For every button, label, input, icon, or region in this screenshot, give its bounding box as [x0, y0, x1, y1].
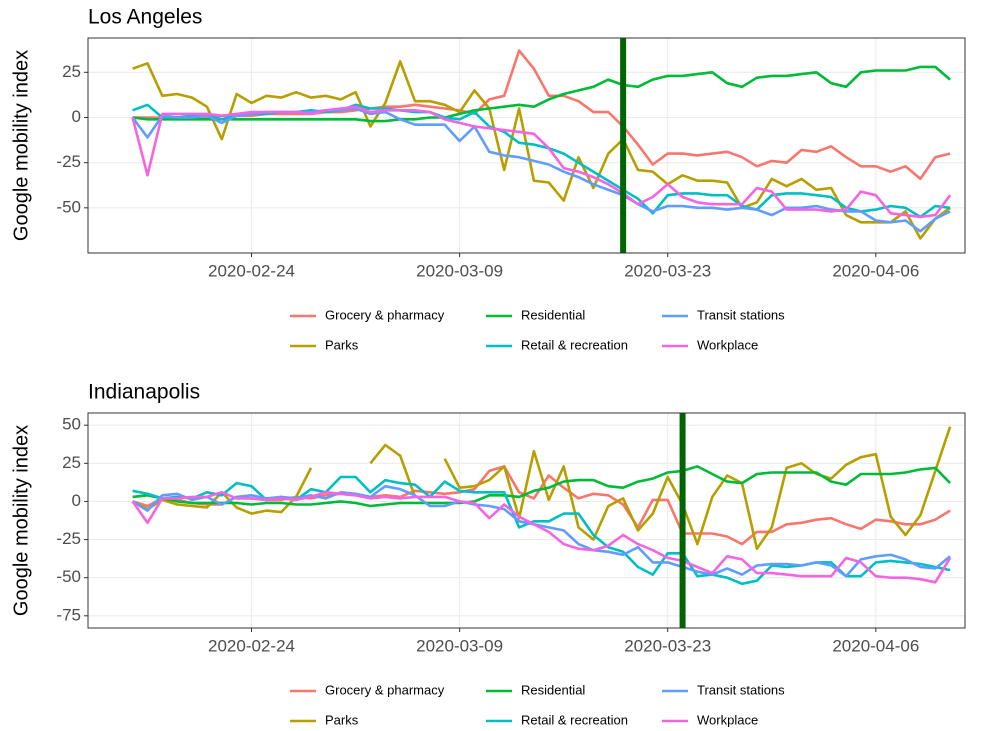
legend-label: Parks — [325, 337, 359, 352]
legend-label: Workplace — [697, 337, 758, 352]
y-tick-label: -50 — [56, 567, 81, 586]
series-line — [131, 491, 952, 584]
legend-label: Workplace — [697, 712, 758, 727]
series-line — [132, 103, 951, 219]
y-tick-label: -50 — [56, 197, 81, 216]
y-tick-label: -75 — [56, 605, 81, 624]
series-line — [131, 484, 951, 578]
x-tick-label: 2020-03-23 — [624, 636, 711, 655]
y-tick-label: 0 — [72, 491, 81, 510]
plot-border — [87, 412, 966, 629]
legend-label: Residential — [521, 682, 585, 697]
plot-border — [87, 37, 966, 254]
legend-label: Retail & recreation — [521, 712, 628, 727]
series-line — [132, 65, 951, 123]
legend-label: Grocery & pharmacy — [325, 682, 445, 697]
y-axis-label: Google mobility index — [10, 50, 32, 241]
x-tick-label: 2020-02-24 — [208, 636, 295, 655]
y-tick-label: 0 — [72, 107, 81, 126]
x-tick-label: 2020-02-24 — [208, 261, 295, 280]
series-line — [131, 105, 952, 219]
series-line — [132, 60, 951, 240]
legend-label: Grocery & pharmacy — [325, 307, 445, 322]
y-tick-label: 25 — [62, 453, 81, 472]
panel-title: Indianapolis — [88, 381, 200, 404]
legend-label: Retail & recreation — [521, 337, 628, 352]
legend-label: Transit stations — [697, 682, 785, 697]
series-line — [132, 465, 952, 508]
y-tick-label: 50 — [62, 415, 81, 434]
y-axis-label: Google mobility index — [10, 425, 32, 616]
y-tick-label: 25 — [62, 62, 81, 81]
x-tick-label: 2020-04-06 — [832, 261, 919, 280]
legend-label: Residential — [521, 307, 585, 322]
legend-label: Parks — [325, 712, 359, 727]
y-tick-label: -25 — [56, 152, 81, 171]
x-tick-label: 2020-04-06 — [832, 636, 919, 655]
panel-title: Los Angeles — [88, 6, 202, 29]
legend-label: Transit stations — [697, 307, 785, 322]
x-tick-label: 2020-03-09 — [416, 636, 503, 655]
x-tick-label: 2020-03-23 — [624, 261, 711, 280]
x-tick-label: 2020-03-09 — [416, 261, 503, 280]
y-tick-label: -25 — [56, 529, 81, 548]
